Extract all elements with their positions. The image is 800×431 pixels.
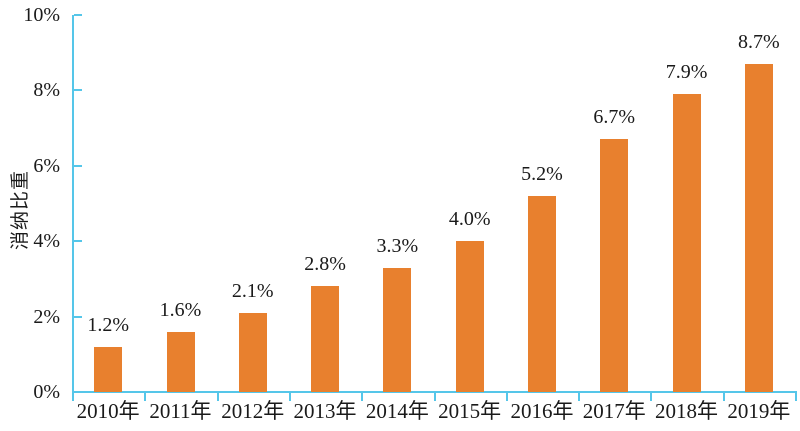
bar-2013年 xyxy=(311,286,339,392)
x-axis-label: 2011年 xyxy=(149,399,212,423)
data-label: 7.9% xyxy=(665,61,708,84)
data-label: 4.0% xyxy=(448,208,491,231)
data-label: 5.2% xyxy=(521,163,563,185)
x-axis-label: 2014年 xyxy=(365,399,429,423)
data-label: 1.2% xyxy=(87,313,129,336)
y-axis-line xyxy=(72,15,74,394)
bar-2015年 xyxy=(455,241,484,392)
y-tick-label: 10% xyxy=(23,4,60,26)
x-tick-mark xyxy=(578,393,581,401)
x-tick-mark xyxy=(361,393,364,401)
x-tick-mark xyxy=(505,393,508,401)
x-tick-mark xyxy=(216,393,219,401)
y-tick-label: 0% xyxy=(33,381,60,403)
data-label: 2.1% xyxy=(231,279,274,302)
x-tick-mark xyxy=(72,393,74,401)
bar-2017年 xyxy=(600,139,629,392)
bar-2011年 xyxy=(166,331,195,392)
bar-2012年 xyxy=(238,312,267,392)
bar-2010年 xyxy=(94,346,123,392)
x-axis-label: 2018年 xyxy=(655,399,719,423)
x-tick-mark xyxy=(433,393,436,401)
y-tick-mark xyxy=(74,240,82,243)
data-label: 8.7% xyxy=(738,31,780,53)
y-tick-label: 8% xyxy=(33,79,60,102)
bar-2014年 xyxy=(383,267,412,392)
data-label: 1.6% xyxy=(159,298,202,321)
x-axis-label: 2012年 xyxy=(221,399,285,423)
y-tick-label: 2% xyxy=(33,305,60,328)
x-tick-mark xyxy=(288,393,291,401)
y-tick-label: 4% xyxy=(33,230,60,253)
bar-2016年 xyxy=(527,196,556,392)
x-axis-label: 2016年 xyxy=(510,399,574,423)
bar-2018年 xyxy=(672,94,701,392)
data-label: 3.3% xyxy=(376,234,419,257)
bar-2019年 xyxy=(744,64,773,392)
data-label: 6.7% xyxy=(593,106,636,129)
data-label: 2.8% xyxy=(304,253,346,276)
x-axis-label: 2019年 xyxy=(727,399,791,423)
y-tick-mark xyxy=(74,315,82,318)
x-tick-mark xyxy=(650,393,653,401)
y-tick-mark xyxy=(74,89,82,92)
x-tick-mark xyxy=(795,393,797,401)
y-tick-mark xyxy=(74,14,82,16)
x-axis-label: 2015年 xyxy=(438,399,502,423)
x-axis-label: 2010年 xyxy=(76,399,140,423)
x-tick-mark xyxy=(722,393,725,401)
y-tick-mark xyxy=(74,164,82,167)
x-axis-line xyxy=(72,391,797,393)
x-axis-label: 2013年 xyxy=(293,399,357,423)
y-tick-label: 6% xyxy=(33,154,60,177)
x-axis-label: 2017年 xyxy=(582,399,646,423)
x-tick-mark xyxy=(144,393,147,401)
